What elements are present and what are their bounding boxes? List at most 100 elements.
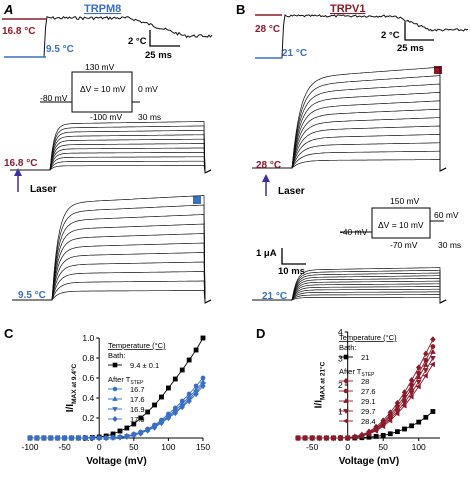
data-point bbox=[34, 434, 40, 442]
panel-a: A TRPM8 16.8 °C 9.5 °C 2 °C 25 ms 130 mV… bbox=[2, 2, 213, 304]
data-point bbox=[41, 434, 47, 442]
data-point bbox=[408, 390, 415, 396]
x-tick-label: 0 bbox=[345, 442, 350, 452]
data-point bbox=[166, 385, 171, 391]
data-point bbox=[68, 434, 75, 442]
legend-marker bbox=[112, 415, 118, 423]
legend-marker bbox=[343, 354, 349, 360]
current-trace bbox=[252, 294, 447, 304]
panel-b-voltage-protocol: 150 mV -40 mV 60 mV -70 mV ΔV = 10 mV 30… bbox=[340, 196, 461, 250]
x-tick-label: 100 bbox=[161, 442, 175, 452]
data-point bbox=[124, 433, 130, 440]
panel-b-protocol-delta: ΔV = 10 mV bbox=[378, 220, 424, 230]
current-trace bbox=[12, 280, 212, 304]
current-trace bbox=[252, 134, 447, 172]
legend-marker bbox=[343, 388, 349, 394]
panel-a-trace-label-high: 16.8 °C bbox=[4, 158, 37, 169]
current-trace bbox=[10, 138, 212, 174]
data-point bbox=[415, 379, 422, 385]
data-point bbox=[430, 409, 436, 414]
current-trace bbox=[10, 134, 212, 174]
data-point bbox=[179, 367, 185, 373]
current-trace bbox=[12, 271, 212, 304]
x-tick-label: 100 bbox=[412, 442, 426, 452]
series bbox=[27, 382, 206, 442]
current-trace bbox=[12, 290, 212, 304]
panel-b-trace-label-high: 28 °C bbox=[256, 160, 281, 171]
data-point bbox=[380, 432, 386, 438]
panel-b-letter: B bbox=[236, 2, 245, 17]
legend-entry: 17.6 bbox=[130, 395, 145, 404]
panel-b-current-traces-high bbox=[252, 66, 447, 172]
panel-a-temp-high: 16.8 °C bbox=[2, 26, 35, 37]
x-tick-label: 50 bbox=[378, 442, 388, 452]
legend-entry: 16.9 bbox=[130, 405, 145, 414]
panel-b-current-traces-low bbox=[252, 267, 447, 304]
panel-a-laser-arrowhead bbox=[14, 168, 22, 176]
data-point bbox=[423, 414, 429, 420]
data-point bbox=[394, 410, 400, 417]
x-axis-label: Voltage (mV) bbox=[339, 456, 399, 467]
data-point bbox=[373, 434, 379, 439]
panel-b: B TRPV1 28 °C 21 °C 2 °C 25 ms 28 °C Las… bbox=[236, 2, 469, 304]
current-trace bbox=[12, 261, 212, 304]
data-point bbox=[430, 336, 436, 343]
current-trace bbox=[252, 283, 447, 304]
data-point bbox=[422, 368, 429, 374]
panel-a-title: TRPM8 bbox=[84, 3, 121, 15]
legend-group-step: After TSTEP bbox=[339, 367, 375, 378]
panel-b-trace-label-low: 21 °C bbox=[262, 291, 287, 302]
data-point bbox=[110, 434, 116, 441]
current-trace bbox=[252, 159, 447, 172]
x-tick-label: -50 bbox=[306, 442, 319, 452]
panel-a-voltage-protocol: 130 mV -80 mV 0 mV -100 mV ΔV = 10 mV 30… bbox=[40, 62, 161, 122]
panel-a-temp-low: 9.5 °C bbox=[46, 44, 74, 55]
data-point bbox=[394, 429, 400, 435]
legend-group-bath: Bath: bbox=[339, 343, 357, 352]
data-point bbox=[365, 431, 371, 437]
current-trace bbox=[10, 165, 212, 174]
legend-entry: 16.7 bbox=[130, 385, 145, 394]
y-tick-label: 1 bbox=[338, 407, 343, 417]
data-point bbox=[179, 403, 185, 411]
current-trace bbox=[10, 152, 212, 174]
panel-a-temperature-trace bbox=[4, 15, 213, 58]
current-trace bbox=[252, 83, 447, 172]
data-point bbox=[402, 426, 407, 432]
data-point bbox=[193, 390, 199, 398]
data-point bbox=[165, 414, 172, 422]
series bbox=[294, 361, 435, 441]
y-axis-label: I/IMAX at 9.4°C bbox=[65, 363, 78, 412]
panel-b-protocol-bottom: -70 mV bbox=[390, 240, 418, 250]
legend-entry: 9.4 ± 0.1 bbox=[130, 361, 159, 370]
legend-heading: Temperature (°C) bbox=[108, 341, 166, 350]
x-axis-label: Voltage (mV) bbox=[86, 456, 146, 467]
data-point bbox=[54, 434, 61, 442]
panel-a-protocol-duration: 30 ms bbox=[138, 112, 161, 122]
data-point bbox=[61, 434, 68, 442]
current-trace bbox=[12, 242, 212, 304]
data-point bbox=[408, 385, 415, 391]
series bbox=[27, 382, 206, 442]
legend-group-bath: Bath: bbox=[108, 351, 126, 360]
legend-marker bbox=[112, 407, 118, 413]
current-trace bbox=[252, 272, 447, 304]
x-tick-label: -50 bbox=[58, 442, 71, 452]
data-point bbox=[200, 382, 206, 390]
panel-b-time-scale: 25 ms bbox=[397, 43, 424, 54]
data-point bbox=[48, 434, 54, 442]
x-tick-label: 0 bbox=[97, 442, 102, 452]
current-trace bbox=[10, 143, 212, 174]
data-point bbox=[172, 409, 179, 417]
data-point bbox=[423, 350, 429, 357]
current-trace bbox=[12, 233, 212, 304]
current-trace bbox=[252, 92, 447, 172]
current-trace bbox=[12, 195, 212, 304]
chart-d: -5005010001234Voltage (mV)I/IMAX at 21°C… bbox=[294, 327, 440, 467]
y-tick-label: 1.0 bbox=[82, 333, 94, 343]
chart-c: -100 -50 0 50 100 1500.00.20.40.60.81.0Voltag… bbox=[21, 333, 210, 467]
panel-d-letter: D bbox=[256, 326, 265, 341]
current-trace bbox=[12, 214, 212, 304]
current-trace bbox=[12, 204, 212, 304]
data-point bbox=[316, 435, 322, 441]
